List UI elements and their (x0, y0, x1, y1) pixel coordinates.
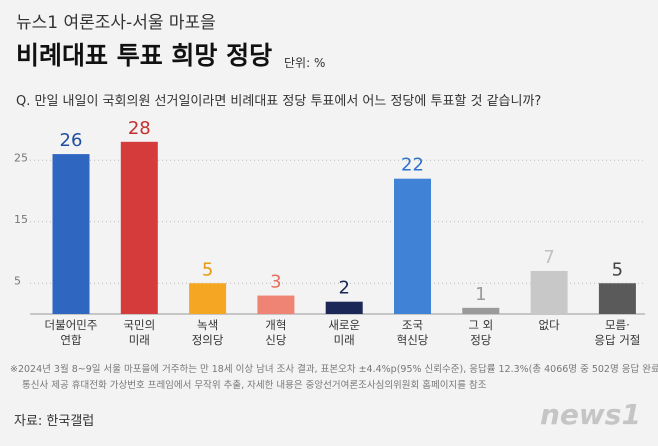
bar (394, 178, 431, 314)
logo: news1 (540, 398, 641, 431)
x-tick-label: 조국 혁신당 (396, 318, 429, 347)
y-tick-label: 15 (14, 213, 28, 226)
value-label: 3 (270, 272, 281, 293)
value-label: 22 (401, 155, 424, 176)
value-label: 28 (128, 118, 151, 139)
x-tick-label: 없다 (538, 318, 560, 332)
x-tick-label: 모름· 응답 거절 (594, 318, 641, 347)
bar (530, 270, 568, 314)
unit: 단위: % (284, 56, 326, 70)
value-label: 1 (475, 284, 486, 305)
value-label: 5 (202, 259, 213, 280)
question: Q. 만일 내일이 국회의원 선거일이라면 비례대표 정당 투표에서 어느 정당… (16, 94, 542, 109)
value-label: 26 (60, 130, 83, 151)
x-tick-label: 그 외 정당 (468, 318, 494, 347)
x-tick-label: 개혁 신당 (265, 318, 287, 347)
bar (325, 301, 363, 314)
footnote-line: ※2024년 3월 8~9일 서울 마포을에 거주하는 만 18세 이상 남녀 … (10, 364, 658, 375)
y-tick-label: 25 (14, 151, 28, 164)
supertitle: 뉴스1 여론조사-서울 마포을 (16, 13, 216, 33)
value-label: 5 (612, 259, 623, 280)
chart-title: 비례대표 투표 희망 정당 (16, 41, 273, 70)
y-tick-label: 5 (14, 274, 21, 287)
footnote-line: 통신사 제공 휴대전화 가상번호 프레임에서 무작위 추출, 자세한 내용은 중… (22, 380, 487, 391)
value-label: 7 (543, 247, 554, 268)
x-tick-label: 녹색 정의당 (191, 318, 224, 347)
bar (189, 283, 227, 314)
bar (120, 141, 158, 314)
x-tick-label: 국민의 미래 (123, 318, 156, 347)
bar (52, 154, 90, 314)
value-label: 2 (338, 278, 349, 299)
bar (257, 295, 295, 314)
x-tick-label: 더불어민주 연합 (44, 318, 98, 347)
bar (462, 307, 500, 314)
source: 자료: 한국갤럽 (14, 414, 95, 429)
bar (598, 283, 636, 314)
x-tick-label: 새로운 미래 (328, 318, 361, 347)
